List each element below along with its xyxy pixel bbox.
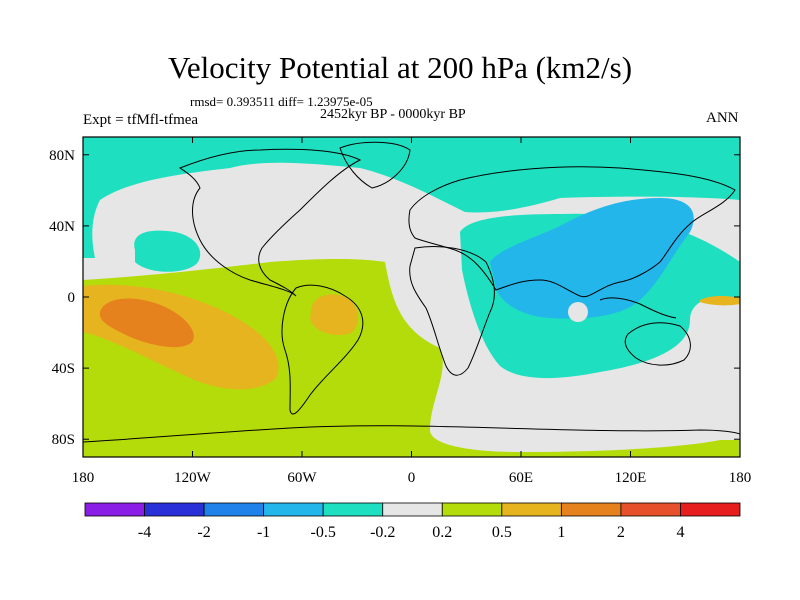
y-tick-label: 0 bbox=[68, 290, 76, 306]
coast-maritime-continent bbox=[599, 297, 677, 319]
colorbar-label: -4 bbox=[138, 524, 151, 541]
colorbar-swatch bbox=[501, 502, 562, 517]
colorbar-swatch bbox=[203, 502, 265, 517]
colorbar-label: 2 bbox=[617, 524, 625, 541]
coast-south-america bbox=[281, 284, 364, 415]
colorbar-label: 1 bbox=[557, 524, 565, 541]
x-tick-label: 120W bbox=[174, 470, 212, 486]
chart-title: Velocity Potential at 200 hPa (km2/s) bbox=[167, 50, 633, 85]
coast-africa bbox=[409, 246, 495, 376]
colorbar-label: 0.5 bbox=[492, 524, 512, 541]
field-southern-positive bbox=[83, 259, 740, 457]
colorbar-swatch bbox=[382, 502, 443, 517]
colorbar-swatch bbox=[322, 502, 384, 517]
field-pacific-negative bbox=[134, 230, 201, 272]
colorbar-label: 4 bbox=[676, 524, 684, 541]
field-indian-neutral bbox=[568, 302, 588, 322]
field-brazil-positive bbox=[310, 294, 359, 336]
y-axis: 80N 40N 0 40S 80S bbox=[49, 148, 740, 448]
coast-antarctica bbox=[83, 425, 740, 443]
colorbar-swatch bbox=[263, 502, 324, 517]
coast-north-america bbox=[178, 148, 362, 297]
colorbar-swatch bbox=[441, 502, 503, 517]
y-tick-label: 40S bbox=[52, 361, 75, 377]
x-tick-label: 0 bbox=[408, 470, 416, 486]
colorbar-swatch bbox=[84, 502, 145, 517]
y-tick-label: 80N bbox=[49, 148, 75, 164]
colorbar-label: 0.2 bbox=[432, 524, 452, 541]
y-tick-label: 40N bbox=[49, 219, 75, 235]
contour-field bbox=[83, 137, 740, 457]
field-westpac-positive bbox=[700, 296, 740, 306]
colorbar-label: -1 bbox=[257, 524, 270, 541]
x-tick-label: 60W bbox=[287, 470, 317, 486]
experiment-label: Expt = tfMfl-tfmea bbox=[83, 112, 199, 128]
stats-label: rmsd= 0.393511 diff= 1.23975e-05 bbox=[190, 94, 373, 109]
colorbar-swatch bbox=[560, 502, 622, 517]
colorbar-label: -0.2 bbox=[370, 524, 395, 541]
colorbar-swatch bbox=[144, 502, 205, 517]
colorbar: -4 -2 -1 -0.5 -0.2 0.2 0.5 1 2 4 bbox=[84, 502, 741, 541]
colorbar-swatch bbox=[680, 502, 741, 517]
y-tick-label: 80S bbox=[52, 432, 75, 448]
colorbar-swatch bbox=[620, 502, 681, 517]
x-tick-label: 180 bbox=[72, 470, 95, 486]
x-tick-label: 60E bbox=[509, 470, 533, 486]
coast-greenland bbox=[339, 141, 411, 189]
x-tick-label: 120E bbox=[615, 470, 647, 486]
x-axis: 180 120W 60W 0 60E 120E 180 bbox=[72, 137, 752, 486]
coast-eurasia bbox=[408, 166, 736, 298]
season-label: ANN bbox=[706, 110, 739, 126]
coast-australia bbox=[624, 322, 691, 366]
x-tick-label: 180 bbox=[729, 470, 752, 486]
colorbar-label: -2 bbox=[197, 524, 210, 541]
colorbar-label: -0.5 bbox=[311, 524, 336, 541]
field-asia-strong-negative bbox=[490, 198, 694, 319]
coastlines bbox=[83, 141, 740, 443]
field-pacific-positive-b bbox=[99, 298, 194, 348]
period-label: 2452kyr BP - 0000kyr BP bbox=[320, 107, 466, 122]
